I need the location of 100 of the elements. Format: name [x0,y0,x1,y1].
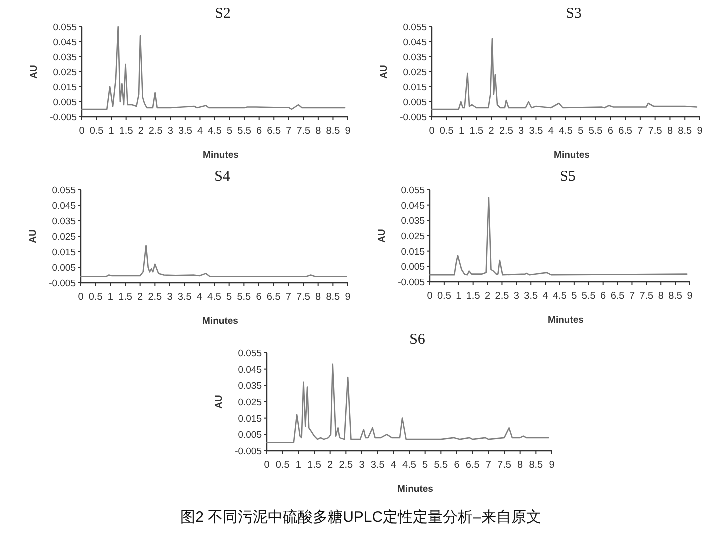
x-tick-label: 8 [658,291,664,302]
y-tick-label: 0.015 [401,246,425,258]
x-tick-label: 8 [667,126,674,137]
y-tick-label: 0.005 [401,262,425,274]
x-tick-label: 3.5 [529,126,544,137]
y-tick-label: 0.005 [53,98,77,108]
x-tick-label: 3.5 [178,126,193,137]
line-series [266,364,550,444]
x-tick-label: 7.5 [498,460,512,471]
x-tick-label: 8.5 [668,291,683,302]
line-series [81,26,346,110]
x-tick-label: 5 [226,292,233,303]
x-axis-title: Minutes [548,315,584,326]
x-tick-label: 9 [697,126,704,137]
x-tick-label: 7 [486,460,492,471]
y-tick-label: 0.025 [52,232,76,243]
x-tick-label: 2.5 [339,460,354,471]
x-tick-label: 6.5 [466,460,480,471]
y-axis-title: AU [214,395,225,409]
x-tick-label: 9 [687,291,694,302]
x-tick-label: 2.5 [495,291,510,302]
x-tick-label: 2 [138,126,144,137]
chart-title: S6 [410,332,426,348]
y-tick-label: 0.005 [238,430,262,442]
x-tick-label: 2 [488,126,495,137]
x-tick-label: 7.5 [640,291,654,302]
x-tick-label: 2 [138,292,144,303]
y-tick-label: 0.055 [52,186,76,196]
y-tick-label: 0.055 [403,22,427,34]
y-tick-label: -0.005 [50,112,77,124]
y-tick-label: 0.025 [401,232,425,242]
chart-title: S2 [215,6,231,22]
x-tick-label: 5.5 [588,126,604,137]
x-tick-label: 6 [608,126,614,137]
x-tick-label: 8.5 [529,460,544,471]
x-tick-label: 0.5 [440,126,454,137]
x-tick-label: 1.5 [470,126,484,137]
x-tick-label: 5.5 [237,292,252,303]
x-tick-label: 4 [197,126,204,137]
y-tick-label: 0.035 [238,381,262,392]
x-tick-label: 8.5 [326,292,341,303]
x-tick-label: 0 [429,126,436,137]
x-tick-label: 7 [286,126,292,137]
y-tick-label: 0.015 [52,248,76,258]
x-tick-label: 5 [422,460,429,471]
y-tick-label: 0.055 [401,186,425,196]
y-axis-title: AU [28,230,39,244]
y-axis-title: AU [377,229,388,243]
x-axis-title: Minutes [202,316,238,327]
x-tick-label: 7.5 [296,126,312,137]
y-tick-label: 0.025 [238,398,262,408]
x-tick-label: 6.5 [266,292,282,303]
x-tick-label: 3 [168,126,174,137]
x-tick-label: 3 [514,291,520,302]
x-tick-label: 1.5 [119,126,134,137]
line-series [431,38,698,110]
y-tick-label: 0.015 [53,82,77,94]
x-tick-label: 5.5 [434,460,449,471]
chart-title: S5 [560,169,576,185]
y-tick-label: 0.045 [403,38,427,48]
x-tick-label: 6.5 [267,126,282,137]
x-tick-label: 0 [264,460,270,471]
x-tick-label: 1 [108,126,115,137]
x-tick-label: 9 [345,292,352,303]
chart-title: S3 [566,6,582,22]
line-series [80,245,348,278]
x-tick-label: 1.5 [466,291,481,302]
x-tick-label: 1.5 [308,460,322,471]
x-tick-label: 6 [454,460,460,471]
x-tick-label: 0.5 [276,460,290,471]
x-tick-label: 7 [286,292,292,303]
x-axis-title: Minutes [203,150,239,161]
caption: 图2 不同污泥中硫酸多糖UPLC定性定量分析–来自原文 [180,509,542,526]
y-tick-label: 0.025 [53,68,77,78]
y-tick-label: 0.055 [238,348,262,360]
y-axis-title: AU [379,65,390,79]
x-tick-label: 7 [638,126,644,137]
x-tick-label: 7 [629,291,636,302]
chart-title: S4 [214,169,231,185]
x-tick-label: 0.5 [90,126,104,137]
x-tick-label: 4.5 [553,291,568,302]
x-tick-label: 4 [390,460,397,471]
x-tick-label: 5 [578,126,584,137]
x-tick-label: 3 [167,292,174,303]
x-tick-label: 1.5 [118,292,133,303]
y-tick-label: 0.015 [403,82,427,94]
x-tick-label: 8 [518,460,524,471]
y-tick-label: 0.045 [401,200,425,212]
x-axis-title: Minutes [554,150,590,161]
y-tick-label: 0.015 [238,414,262,425]
x-tick-label: 6 [256,292,262,303]
x-tick-label: 4.5 [402,460,417,471]
y-axis-title: AU [29,65,40,79]
x-tick-label: 1 [108,292,114,303]
x-tick-label: 9 [345,126,352,137]
y-tick-label: 0.035 [52,216,76,228]
x-tick-label: 6.5 [610,291,626,302]
x-tick-label: 6 [600,291,607,302]
y-tick-label: 0.035 [53,52,77,64]
x-tick-label: 4.5 [208,126,222,137]
